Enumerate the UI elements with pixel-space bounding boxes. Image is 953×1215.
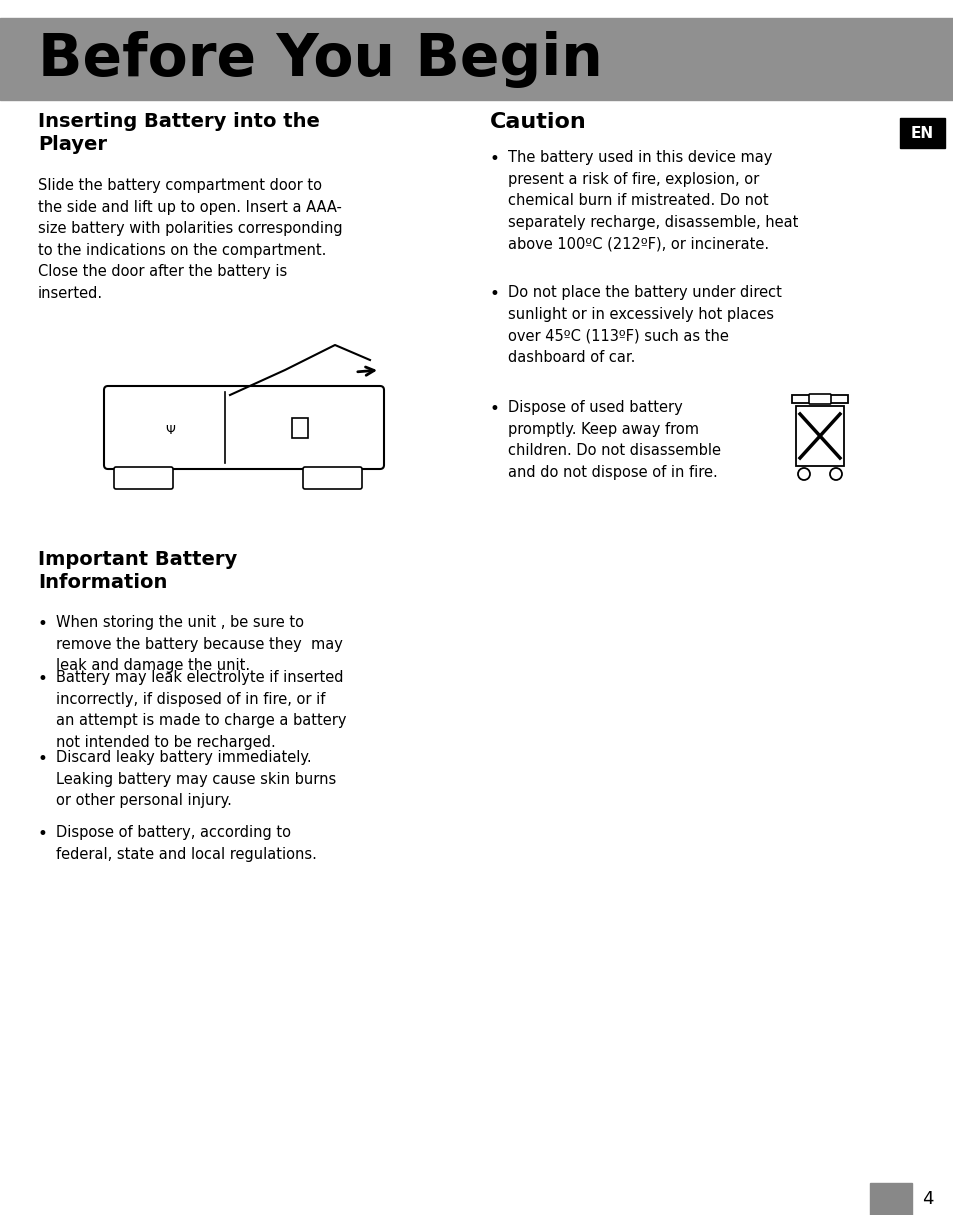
Circle shape	[829, 468, 841, 480]
Text: Battery may leak electrolyte if inserted
incorrectly, if disposed of in fire, or: Battery may leak electrolyte if inserted…	[56, 669, 346, 750]
Text: •: •	[38, 750, 48, 768]
Text: •: •	[38, 615, 48, 633]
Bar	[795, 406, 843, 467]
Bar	[0, 18, 953, 100]
Text: When storing the unit , be sure to
remove the battery because they  may
leak and: When storing the unit , be sure to remov…	[56, 615, 342, 673]
Text: •: •	[38, 669, 48, 688]
Text: Inserting Battery into the
Player: Inserting Battery into the Player	[38, 112, 319, 154]
Text: •: •	[490, 286, 499, 303]
Text: Important Battery
Information: Important Battery Information	[38, 550, 237, 592]
Text: Before You Begin: Before You Begin	[38, 30, 602, 87]
Text: •: •	[38, 825, 48, 843]
Text: Discard leaky battery immediately.
Leaking battery may cause skin burns
or other: Discard leaky battery immediately. Leaki…	[56, 750, 335, 808]
Bar	[899, 118, 944, 148]
Text: EN: EN	[910, 125, 933, 141]
Text: Caution: Caution	[490, 112, 586, 132]
Text: Slide the battery compartment door to
the side and lift up to open. Insert a AAA: Slide the battery compartment door to th…	[38, 179, 342, 301]
Text: Ψ: Ψ	[165, 424, 174, 436]
Text: The battery used in this device may
present a risk of fire, explosion, or
chemic: The battery used in this device may pres…	[507, 149, 798, 252]
Bar	[869, 1183, 911, 1215]
FancyBboxPatch shape	[113, 467, 172, 488]
Text: Dispose of used battery
promptly. Keep away from
children. Do not disassemble
an: Dispose of used battery promptly. Keep a…	[507, 400, 720, 480]
Bar	[292, 418, 308, 437]
Text: •: •	[490, 400, 499, 418]
Text: Do not place the battery under direct
sunlight or in excessively hot places
over: Do not place the battery under direct su…	[507, 286, 781, 364]
Circle shape	[797, 468, 809, 480]
FancyBboxPatch shape	[808, 394, 830, 405]
Text: •: •	[490, 149, 499, 168]
Bar	[791, 395, 847, 403]
Text: Dispose of battery, according to
federal, state and local regulations.: Dispose of battery, according to federal…	[56, 825, 316, 861]
Text: 4: 4	[921, 1189, 933, 1208]
FancyBboxPatch shape	[303, 467, 361, 488]
FancyBboxPatch shape	[104, 386, 384, 469]
